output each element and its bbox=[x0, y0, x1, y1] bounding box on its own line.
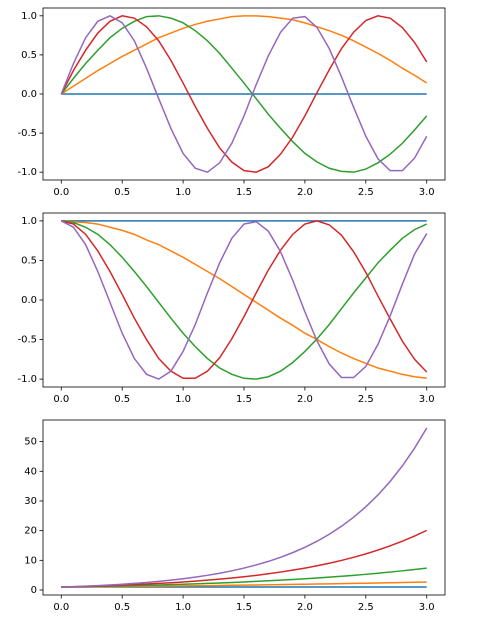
series-line bbox=[60, 15, 428, 173]
y-tick-label: -1.0 bbox=[17, 374, 37, 385]
y-tick-label: 20 bbox=[24, 526, 37, 537]
y-tick-label: 40 bbox=[24, 466, 37, 477]
x-tick-label: 2.5 bbox=[358, 187, 374, 198]
y-tick-label: 0.5 bbox=[21, 255, 37, 266]
x-tick-label: 0.0 bbox=[53, 187, 69, 198]
series-line bbox=[61, 427, 428, 588]
y-tick-label: 10 bbox=[24, 555, 37, 566]
y-tick-label: 0.5 bbox=[21, 50, 37, 61]
y-tick-label: 0.0 bbox=[21, 89, 37, 100]
series-line bbox=[60, 15, 428, 95]
x-tick-label: 3.0 bbox=[419, 394, 435, 405]
x-tick-label: 0.5 bbox=[114, 187, 130, 198]
x-tick-label: 2.5 bbox=[358, 602, 374, 613]
x-tick-label: 0.5 bbox=[114, 394, 130, 405]
y-tick-label: -0.5 bbox=[17, 335, 37, 346]
x-tick-label: 2.0 bbox=[297, 394, 313, 405]
y-tick-label: 30 bbox=[24, 496, 37, 507]
y-tick-label: 1.0 bbox=[21, 11, 37, 22]
x-tick-label: 2.5 bbox=[358, 394, 374, 405]
series-line bbox=[60, 220, 428, 380]
series-line bbox=[60, 14, 428, 174]
x-tick-label: 1.5 bbox=[236, 394, 252, 405]
x-tick-label: 0.0 bbox=[53, 602, 69, 613]
y-tick-label: -0.5 bbox=[17, 128, 37, 139]
x-tick-label: 3.0 bbox=[419, 187, 435, 198]
series-line bbox=[61, 220, 427, 380]
y-tick-label: 0 bbox=[31, 585, 37, 596]
x-tick-label: 1.5 bbox=[236, 187, 252, 198]
x-tick-label: 1.0 bbox=[175, 602, 191, 613]
x-tick-label: 2.0 bbox=[297, 602, 313, 613]
y-tick-label: -1.0 bbox=[17, 167, 37, 178]
series-line bbox=[61, 220, 428, 380]
y-tick-label: 1.0 bbox=[21, 216, 37, 227]
x-tick-label: 0.5 bbox=[114, 602, 130, 613]
y-tick-label: 50 bbox=[24, 437, 37, 448]
x-tick-label: 1.0 bbox=[175, 394, 191, 405]
y-tick-label: 0.0 bbox=[21, 295, 37, 306]
series-line bbox=[61, 220, 428, 380]
x-tick-label: 2.0 bbox=[297, 187, 313, 198]
x-tick-label: 0.0 bbox=[53, 394, 69, 405]
series-line bbox=[60, 15, 428, 173]
x-tick-label: 1.0 bbox=[175, 187, 191, 198]
series-line bbox=[61, 529, 428, 588]
x-tick-label: 3.0 bbox=[419, 602, 435, 613]
x-tick-label: 1.5 bbox=[236, 602, 252, 613]
